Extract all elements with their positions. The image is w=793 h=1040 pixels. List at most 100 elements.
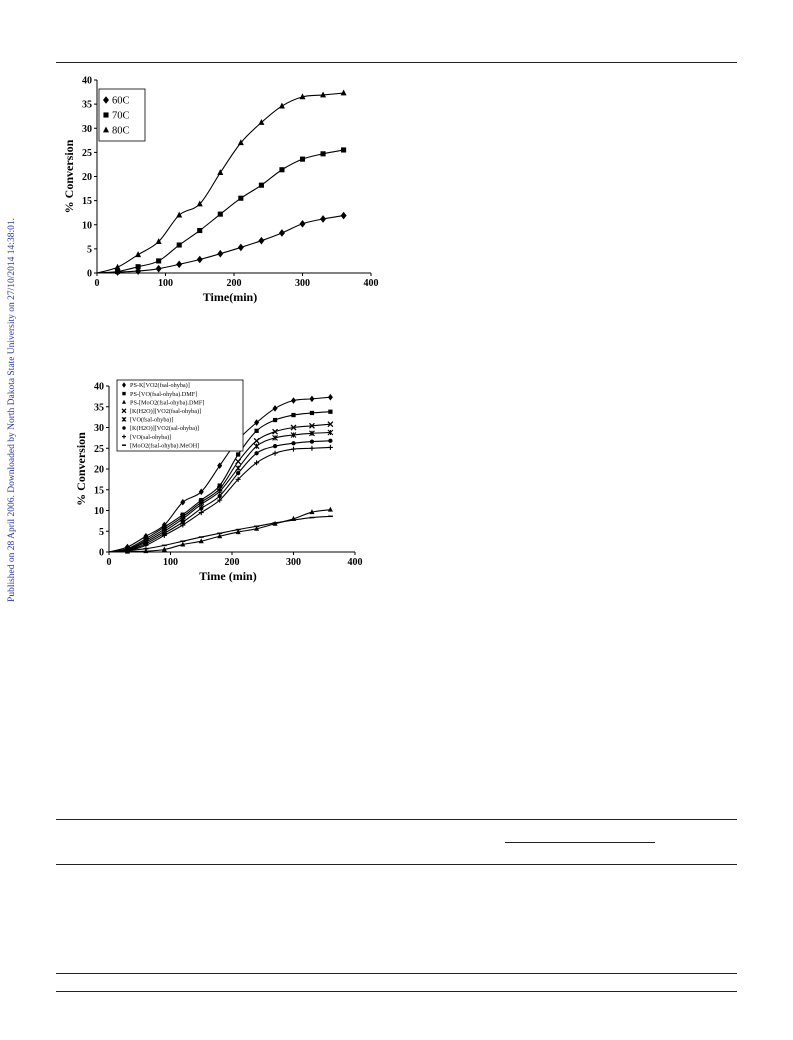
- data-point: [155, 238, 162, 245]
- data-point: [272, 434, 278, 441]
- temperature-conversion-plot: 0 100 200 300 400 0 5 10 15 20 25 30 35 40 Time(min) % …: [62, 76, 379, 305]
- data-point: [235, 458, 242, 465]
- data-point: [217, 249, 224, 258]
- data-point: [291, 412, 296, 418]
- legend-marker: [103, 126, 109, 133]
- catalyst-conversion-chart: 0 100 200 300 400 0 5 10 15 20 25 30 35 40 Time (min)%…: [40, 370, 380, 605]
- data-point: [254, 419, 260, 426]
- legend-marker: [121, 408, 127, 414]
- table-top-rule: [56, 819, 737, 820]
- data-point: [135, 264, 141, 270]
- y-tick-label: 25: [94, 444, 104, 455]
- data-point: [176, 242, 182, 248]
- data-point: [143, 548, 149, 554]
- data-point: [180, 512, 185, 517]
- y-tick-label: 30: [94, 423, 104, 434]
- data-point: [258, 182, 264, 188]
- y-tick-label: 40: [82, 76, 92, 87]
- footer-rule: [56, 991, 737, 992]
- data-point: [236, 471, 241, 476]
- data-point: [115, 269, 121, 275]
- data-point: [309, 430, 315, 437]
- data-point: [235, 529, 241, 535]
- data-point: [217, 497, 223, 503]
- data-point: [198, 538, 204, 544]
- x-tick-label: 300: [295, 278, 310, 289]
- data-point: [340, 211, 347, 220]
- data-point: [272, 450, 278, 456]
- x-tick-label: 0: [95, 278, 100, 289]
- data-point: [254, 428, 259, 433]
- data-point: [309, 509, 315, 515]
- data-point: [272, 405, 278, 412]
- legend: 60C 70C 80C: [98, 88, 146, 142]
- legend-label: 80C: [112, 126, 130, 137]
- x-tick-label: 100: [158, 278, 173, 289]
- x-axis-title: Time(min): [203, 290, 257, 304]
- data-point: [143, 532, 149, 540]
- y-tick-label: 0: [99, 548, 104, 559]
- data-point: [161, 532, 167, 538]
- series-line: [96, 215, 344, 274]
- y-tick-label: 5: [99, 527, 104, 538]
- data-point: [180, 541, 186, 547]
- table-bottom-rule: [56, 973, 737, 974]
- data-point: [198, 510, 204, 516]
- data-point: [320, 151, 326, 157]
- data-point: [143, 536, 149, 541]
- data-point: [258, 118, 265, 125]
- legend-marker: [103, 112, 109, 118]
- data-point: [272, 444, 278, 449]
- data-point: [199, 498, 204, 503]
- series-3: [96, 89, 347, 274]
- y-axis-title: % Conversion: [74, 432, 88, 506]
- data-point: [291, 397, 296, 404]
- data-point: [237, 243, 244, 252]
- data-point: [235, 476, 241, 482]
- x-tick-label: 100: [163, 557, 178, 568]
- data-point: [327, 506, 333, 512]
- data-point: [180, 522, 186, 528]
- data-point: [272, 417, 278, 423]
- data-point: [308, 422, 315, 429]
- legend-label: PS-K[VO2(fsal-ohyba)]: [130, 382, 190, 389]
- data-point: [328, 438, 333, 443]
- data-point: [216, 488, 223, 495]
- data-point: [299, 93, 306, 100]
- data-point: [327, 421, 334, 428]
- download-watermark-text: Published on 28 April 2006. Downloaded b…: [7, 218, 17, 602]
- x-tick-label: 200: [225, 557, 240, 568]
- x-tick-label: 400: [348, 557, 363, 568]
- data-point: [253, 437, 260, 444]
- data-point: [309, 410, 315, 416]
- data-point: [309, 445, 315, 451]
- data-point: [299, 156, 306, 162]
- data-point: [217, 211, 223, 217]
- data-point: [254, 525, 260, 531]
- data-point: [328, 409, 333, 414]
- x-tick-label: 400: [364, 278, 379, 289]
- data-point: [217, 533, 223, 539]
- y-tick-label: 15: [94, 485, 104, 496]
- data-point: [135, 251, 142, 258]
- data-point: [258, 236, 265, 245]
- data-point: [236, 452, 241, 457]
- y-axis-title: % Conversion: [62, 139, 76, 213]
- legend-label: PS-[MoO2(fsal-ohyba).DMF]: [130, 399, 204, 406]
- y-tick-label: 25: [82, 148, 92, 159]
- legend-marker: [103, 96, 109, 104]
- data-point: [320, 91, 327, 98]
- y-tick-label: 5: [87, 244, 92, 255]
- legend-label: [K(H2O)][VO2(sal-ohyba)]: [130, 425, 199, 432]
- catalyst-conversion-plot: 0 100 200 300 400 0 5 10 15 20 25 30 35 40 Time (min)%…: [74, 379, 363, 583]
- data-point: [156, 258, 162, 264]
- legend: PS-K[VO2(fsal-ohyba)] PS-[VO(fsal-ohyba).…: [116, 379, 244, 452]
- legend-marker: [122, 391, 126, 396]
- x-tick-label: 200: [227, 278, 242, 289]
- data-point: [217, 493, 222, 499]
- header-rule: [56, 62, 737, 63]
- legend-label: [K(H2O)][VO2(fsal-ohyba)]: [130, 408, 201, 415]
- x-axis-title: Time (min): [199, 569, 256, 583]
- data-point: [340, 89, 347, 96]
- legend-label: PS-[VO(fsal-ohyba).DMF]: [130, 391, 197, 398]
